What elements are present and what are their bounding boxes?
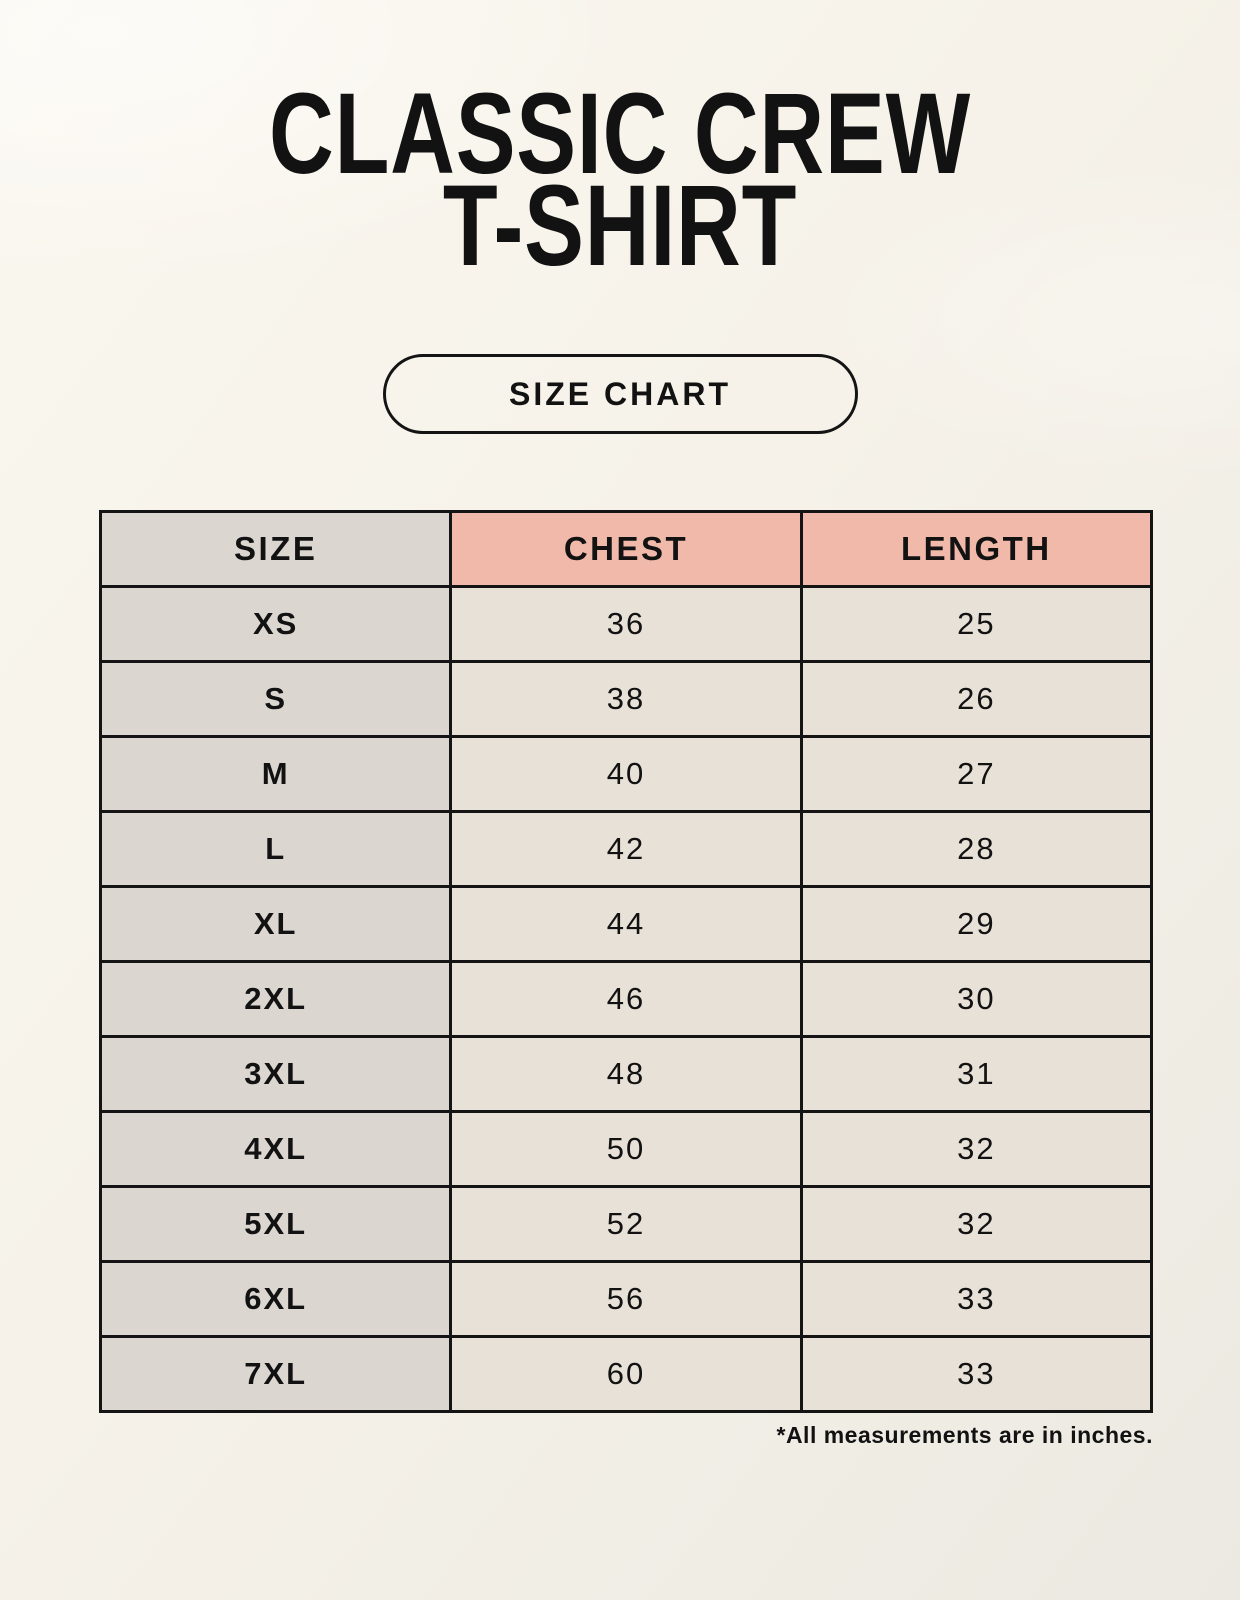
table-row: M 40 27	[98, 735, 1154, 813]
size-chart-table: SIZE CHEST LENGTH XS 36 25 S 38 26 M 40 …	[98, 510, 1154, 1413]
table-row: 2XL 46 30	[98, 960, 1154, 1038]
measurements-footnote: *All measurements are in inches.	[776, 1422, 1153, 1448]
size-cell: 2XL	[98, 960, 453, 1038]
length-cell: 31	[799, 1035, 1154, 1113]
header-row: SIZE CHEST LENGTH	[98, 510, 1154, 588]
size-cell: 5XL	[98, 1185, 453, 1263]
table-row: S 38 26	[98, 660, 1154, 738]
length-cell: 26	[799, 660, 1154, 738]
length-cell: 27	[799, 735, 1154, 813]
chest-cell: 38	[449, 660, 803, 738]
length-cell: 30	[799, 960, 1154, 1038]
size-chart-button-label: SIZE CHART	[509, 375, 731, 412]
chest-cell: 44	[449, 885, 803, 963]
size-cell: 3XL	[98, 1035, 453, 1113]
length-cell: 33	[799, 1260, 1154, 1338]
page-title-line-2: T-SHIRT	[442, 162, 798, 290]
size-table-body: XS 36 25 S 38 26 M 40 27 L 42 28 XL 44 2…	[98, 585, 1154, 1413]
chest-cell: 60	[449, 1335, 803, 1413]
table-row: XL 44 29	[98, 885, 1154, 963]
chest-cell: 42	[449, 810, 803, 888]
size-cell: 4XL	[98, 1110, 453, 1188]
table-row: 3XL 48 31	[98, 1035, 1154, 1113]
page-title-line-1: CLASSIC CREW	[268, 70, 972, 198]
size-cell: XL	[98, 885, 453, 963]
size-cell: XS	[98, 585, 453, 663]
chest-cell: 48	[449, 1035, 803, 1113]
page-title: CLASSIC CREW T-SHIRT	[0, 0, 1240, 284]
column-header-chest: CHEST	[449, 510, 803, 588]
chest-cell: 56	[449, 1260, 803, 1338]
table-row: 5XL 52 32	[98, 1185, 1154, 1263]
chest-cell: 46	[449, 960, 803, 1038]
table-row: 6XL 56 33	[98, 1260, 1154, 1338]
chest-cell: 36	[449, 585, 803, 663]
column-header-length: LENGTH	[799, 510, 1154, 588]
length-cell: 29	[799, 885, 1154, 963]
length-cell: 28	[799, 810, 1154, 888]
size-cell: L	[98, 810, 453, 888]
chest-cell: 40	[449, 735, 803, 813]
table-row: XS 36 25	[98, 585, 1154, 663]
length-cell: 25	[799, 585, 1154, 663]
table-row: 4XL 50 32	[98, 1110, 1154, 1188]
size-chart-table-header: SIZE CHEST LENGTH	[98, 510, 1154, 588]
table-row: 7XL 60 33	[98, 1335, 1154, 1413]
size-cell: 7XL	[98, 1335, 453, 1413]
length-cell: 32	[799, 1185, 1154, 1263]
column-header-size: SIZE	[98, 510, 453, 588]
length-cell: 33	[799, 1335, 1154, 1413]
table-row: L 42 28	[98, 810, 1154, 888]
size-cell: S	[98, 660, 453, 738]
size-cell: M	[98, 735, 453, 813]
chest-cell: 50	[449, 1110, 803, 1188]
size-chart-button[interactable]: SIZE CHART	[382, 354, 858, 434]
chest-cell: 52	[449, 1185, 803, 1263]
length-cell: 32	[799, 1110, 1154, 1188]
size-cell: 6XL	[98, 1260, 453, 1338]
